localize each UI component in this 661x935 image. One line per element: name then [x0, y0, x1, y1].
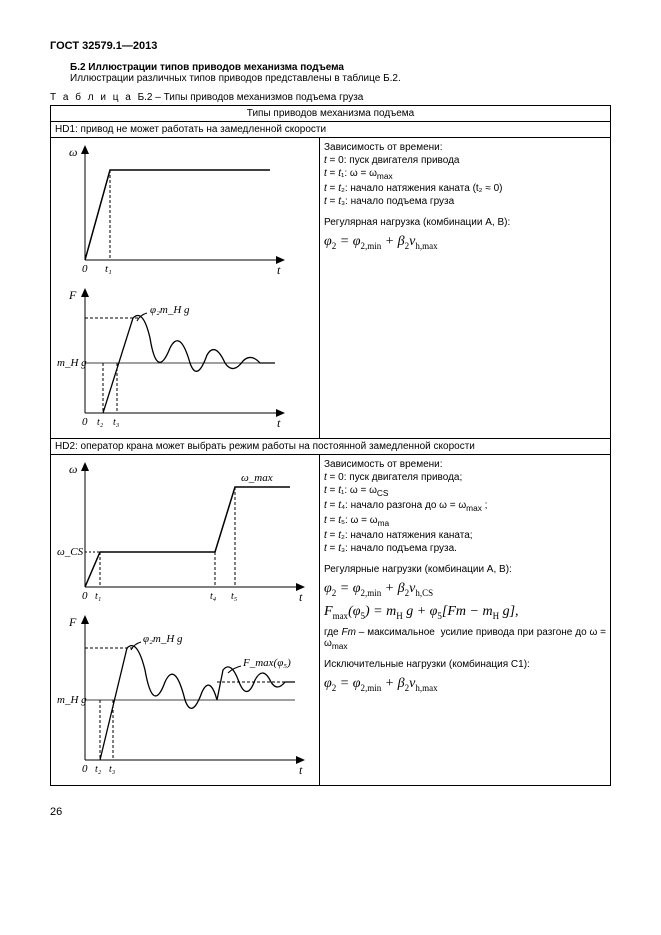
svg-text:ω: ω [69, 145, 77, 159]
svg-text:F: F [68, 615, 77, 629]
svg-text:t: t [299, 763, 303, 777]
svg-text:t₃: t₃ [113, 417, 120, 428]
hd2-text-cell: Зависимость от времени: t = 0: пуск двиг… [320, 455, 611, 786]
svg-text:0: 0 [82, 763, 88, 775]
hd2-title: HD2: оператор крана может выбрать режим … [51, 439, 611, 455]
svg-text:t₅: t₅ [231, 591, 238, 602]
hd1-load-title: Регулярная нагрузка (комбинации A, B): [324, 217, 606, 228]
svg-text:t₄: t₄ [210, 591, 217, 602]
svg-text:ω_max: ω_max [241, 472, 273, 484]
hd2-line: t = t₃: начало подъема груза. [324, 543, 606, 554]
hd1-force-chart: F t 0 t₂ t₃ m_H g φ₂m_H g [55, 283, 295, 433]
document-header: ГОСТ 32579.1—2013 [50, 40, 611, 52]
hd2-formula3: φ2 = φ2,min + β2vh,max [324, 676, 606, 693]
svg-text:φ₂m_H g: φ₂m_H g [143, 633, 183, 645]
hd2-formula1: φ2 = φ2,min + β2vh,CS [324, 581, 606, 598]
hd2-line: t = 0: пуск двигателя привода; [324, 472, 606, 483]
hd1-omega-chart: ω t 0 t₁ [55, 140, 295, 280]
hd2-note: где Fm – максимальное усилие привода при… [324, 627, 606, 651]
hd1-formula: φ2 = φ2,min + β2vh,max [324, 234, 606, 251]
svg-text:ω: ω [69, 462, 77, 476]
hd2-line: t = t₅: ω = ωma [324, 515, 606, 528]
hd2-exc-title: Исключительные нагрузки (комбинация C1): [324, 659, 606, 670]
svg-text:φ₂m_H g: φ₂m_H g [150, 304, 190, 316]
svg-text:F_max(φ₅): F_max(φ₅) [242, 657, 291, 669]
svg-text:0: 0 [82, 416, 88, 428]
hd2-reg-title: Регулярные нагрузки (комбинации A, B): [324, 564, 606, 575]
page-number: 26 [50, 806, 611, 818]
svg-text:t: t [277, 416, 281, 430]
hd1-dep-title: Зависимость от времени: [324, 142, 606, 153]
hd2-dep-title: Зависимость от времени: [324, 459, 606, 470]
hd2-omega-chart: ω t 0 t₁ t₄ t₅ ω_CS ω_max [55, 457, 315, 607]
hd1-line: t = 0: пуск двигателя привода [324, 155, 606, 166]
hd1-graph-cell: ω t 0 t₁ F t [51, 138, 320, 439]
drive-types-table: Типы приводов механизма подъема HD1: при… [50, 105, 611, 786]
svg-text:m_H g: m_H g [57, 694, 87, 706]
hd2-force-chart: F t 0 t₂ t₃ m_H g φ₂m_H g F_max(φ₅) [55, 610, 315, 780]
section-title: Б.2 Иллюстрации типов приводов механизма… [70, 62, 611, 73]
hd2-line: t = t₂: начало натяжения каната; [324, 530, 606, 541]
hd2-line: t = t₄: начало разгона до ω = ωmax ; [324, 500, 606, 513]
hd2-line: t = t₁: ω = ωCS [324, 485, 606, 498]
hd2-formula2: Fmax(φ5) = mH g + φ5[Fm − mH g], [324, 604, 606, 621]
caption-prefix: Т а б л и ц а [50, 92, 133, 103]
svg-text:m_H g: m_H g [57, 357, 87, 369]
hd2-graph-cell: ω t 0 t₁ t₄ t₅ ω_CS ω_max [51, 455, 320, 786]
svg-text:t: t [299, 590, 303, 604]
svg-text:F: F [68, 288, 77, 302]
svg-text:t₁: t₁ [95, 591, 101, 602]
svg-text:0: 0 [82, 590, 88, 602]
hd1-title: HD1: привод не может работать на замедле… [51, 122, 611, 138]
hd1-line: t = t₁: ω = ωmax [324, 168, 606, 181]
svg-text:t₂: t₂ [95, 764, 102, 775]
svg-text:t: t [277, 263, 281, 277]
hd1-line: t = t₂: начало натяжения каната (t₂ ≈ 0) [324, 183, 606, 194]
section-subtitle: Иллюстрации различных типов приводов пре… [70, 73, 611, 84]
svg-text:t₁: t₁ [105, 263, 112, 275]
table-header: Типы приводов механизма подъема [51, 106, 611, 122]
svg-text:t₃: t₃ [109, 764, 116, 775]
caption-text: Б.2 – Типы приводов механизмов подъема г… [138, 92, 364, 103]
svg-text:t₂: t₂ [97, 417, 104, 428]
svg-text:ω_CS: ω_CS [57, 546, 84, 558]
hd1-text-cell: Зависимость от времени: t = 0: пуск двиг… [320, 138, 611, 439]
hd1-line: t = t₃: начало подъема груза [324, 196, 606, 207]
svg-text:0: 0 [82, 263, 88, 275]
table-caption: Т а б л и ц а Б.2 – Типы приводов механи… [50, 92, 611, 103]
